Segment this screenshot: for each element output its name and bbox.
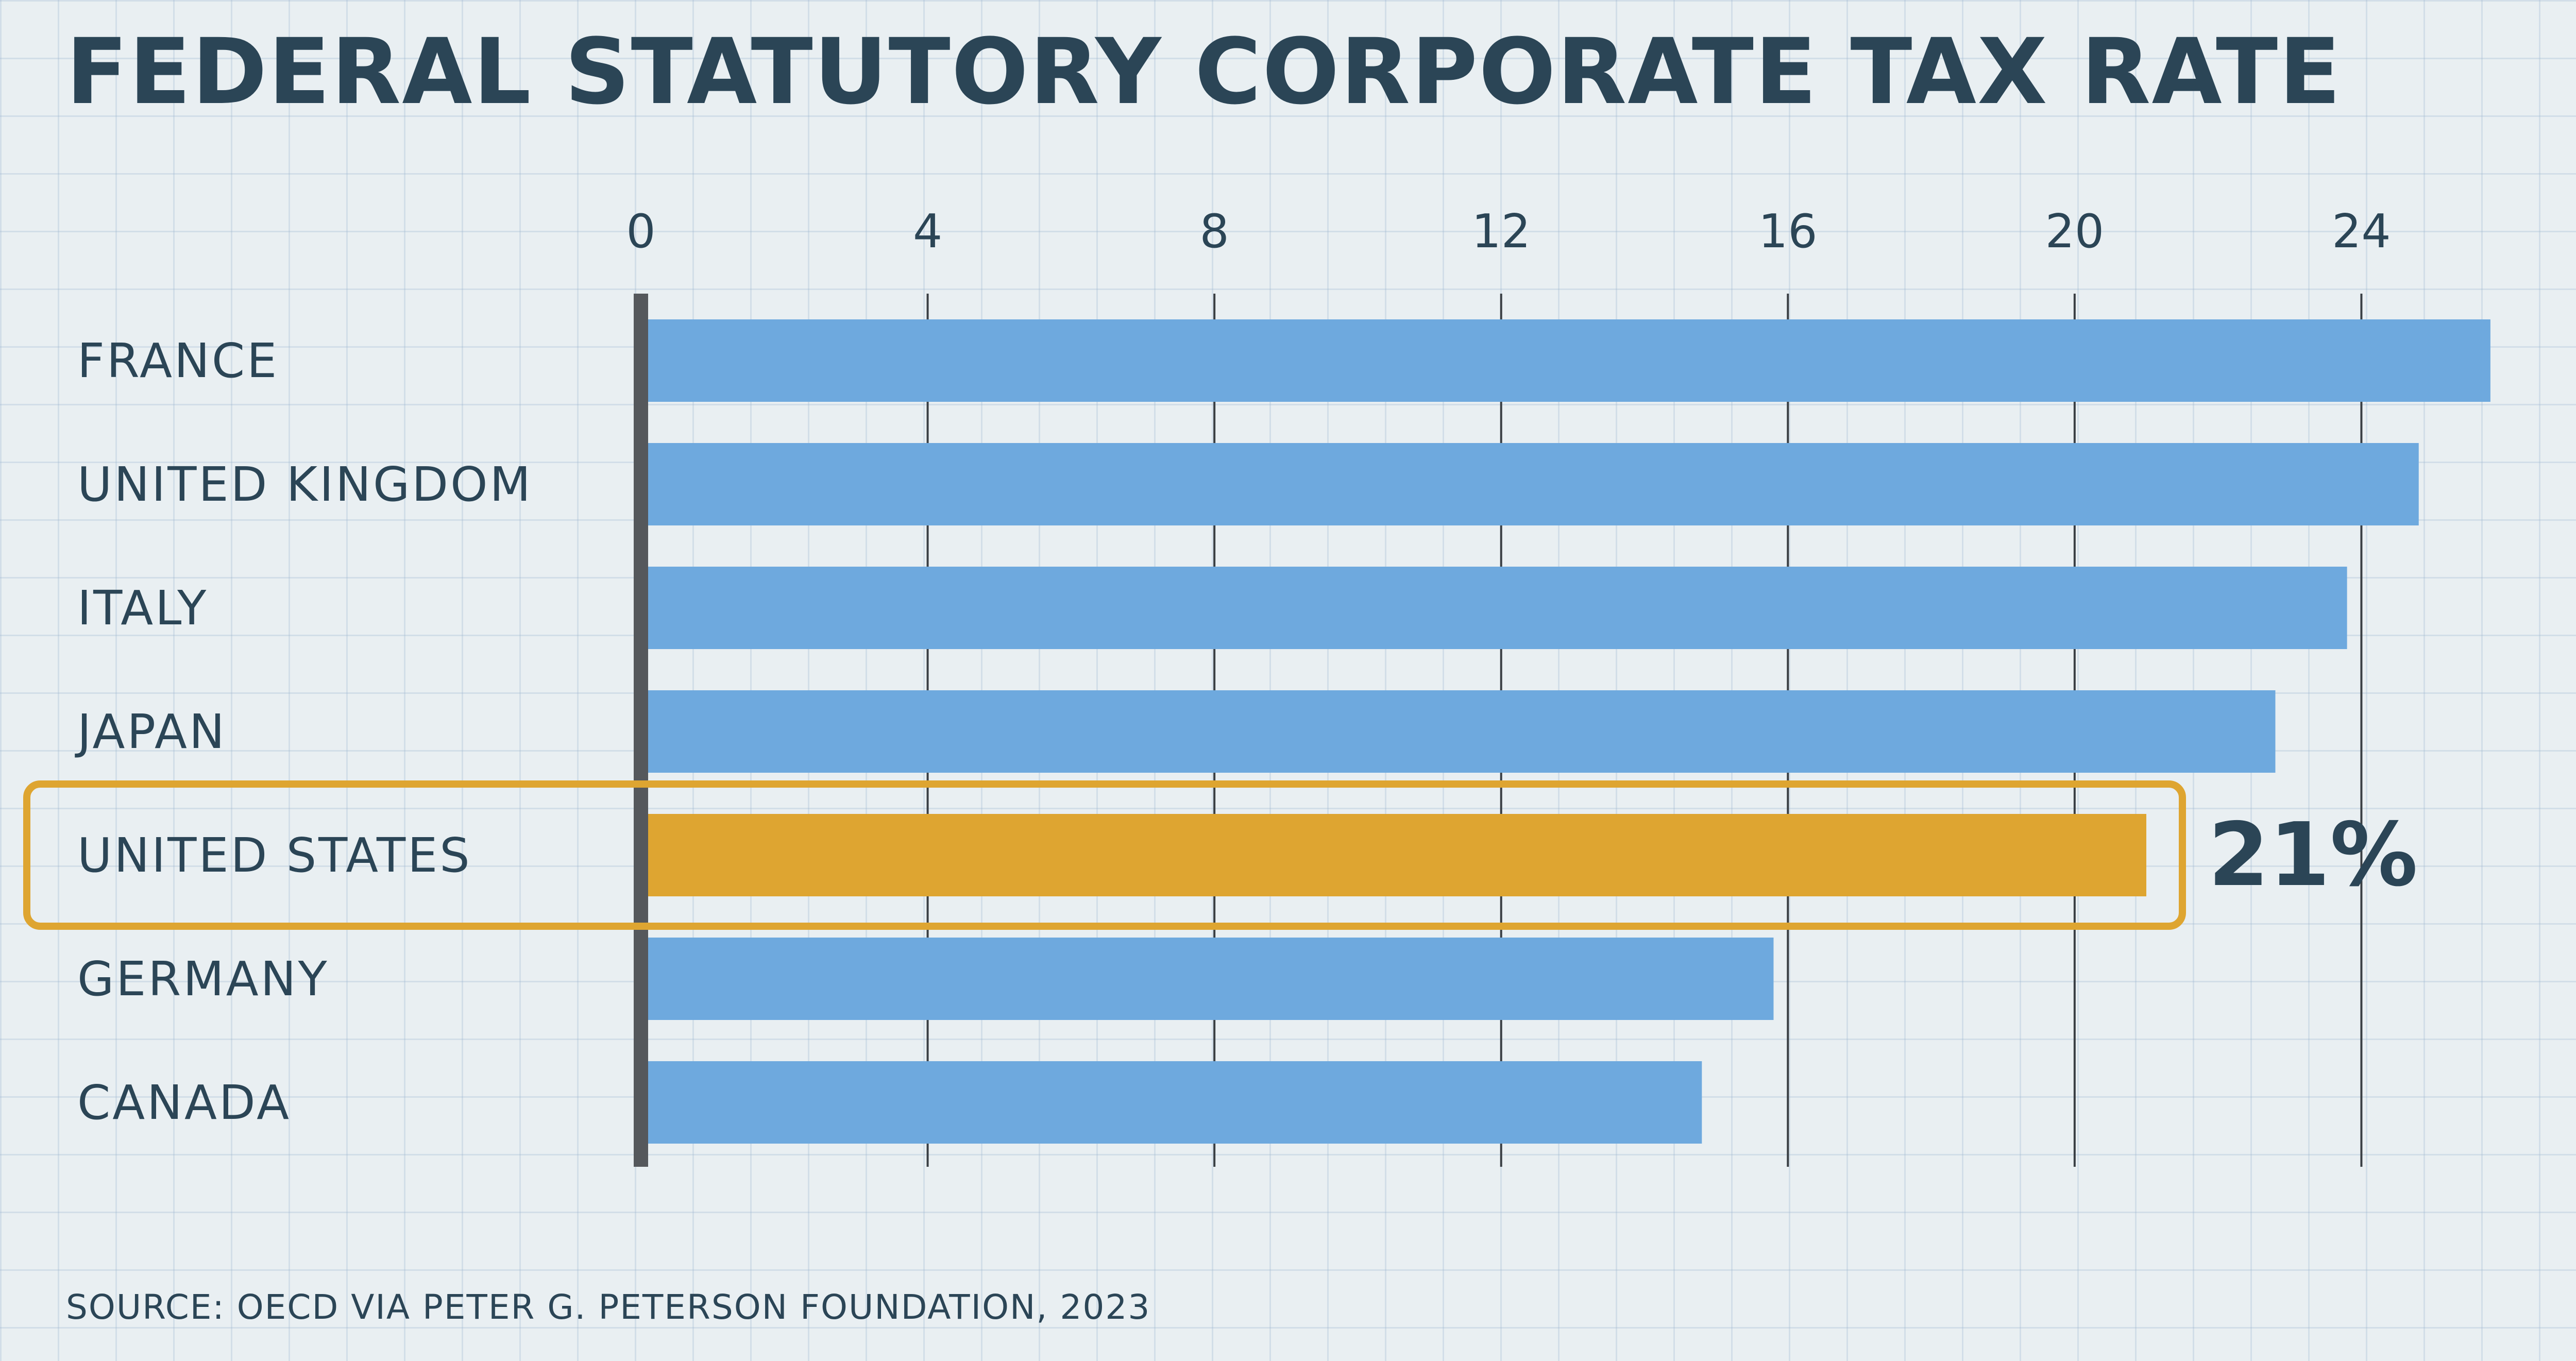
category-label: JAPAN [75, 704, 227, 759]
category-label: FRANCE [77, 333, 279, 388]
bar-germany [641, 938, 1774, 1020]
highlight-outline [23, 780, 2186, 930]
x-axis-ticks: 0481216202428 [626, 205, 2391, 259]
x-tick-label: 8 [1200, 205, 1229, 259]
bar-france [641, 319, 2490, 402]
bar-united-kingdom [641, 443, 2419, 525]
x-tick-label: 20 [2045, 205, 2105, 259]
highlight-group: 21% [23, 780, 2418, 930]
category-label: UNITED KINGDOM [77, 457, 533, 512]
bar-japan [641, 690, 2276, 773]
category-label: GERMANY [77, 951, 329, 1007]
bar-canada [641, 1061, 1702, 1144]
category-label: ITALY [77, 581, 208, 636]
source-note: SOURCE: OECD VIA PETER G. PETERSON FOUND… [66, 1287, 1150, 1327]
chart-title: FEDERAL STATUTORY CORPORATE TAX RATE [66, 19, 2342, 125]
category-labels: FRANCE UNITED KINGDOM ITALY JAPAN UNITED STA… [75, 333, 533, 1130]
bar-italy [641, 567, 2347, 649]
category-label: CANADA [77, 1075, 291, 1130]
x-tick-label: 0 [626, 205, 655, 259]
category-label: UNITED STATES [77, 828, 472, 883]
x-tick-label: 24 [2332, 205, 2391, 259]
highlight-value-label: 21% [2208, 804, 2418, 906]
bar-united-states [641, 814, 2146, 896]
bars [641, 319, 2490, 1144]
x-tick-label: 4 [913, 205, 942, 259]
x-tick-label: 16 [1758, 205, 1818, 259]
x-tick-label: 12 [1471, 205, 1531, 259]
